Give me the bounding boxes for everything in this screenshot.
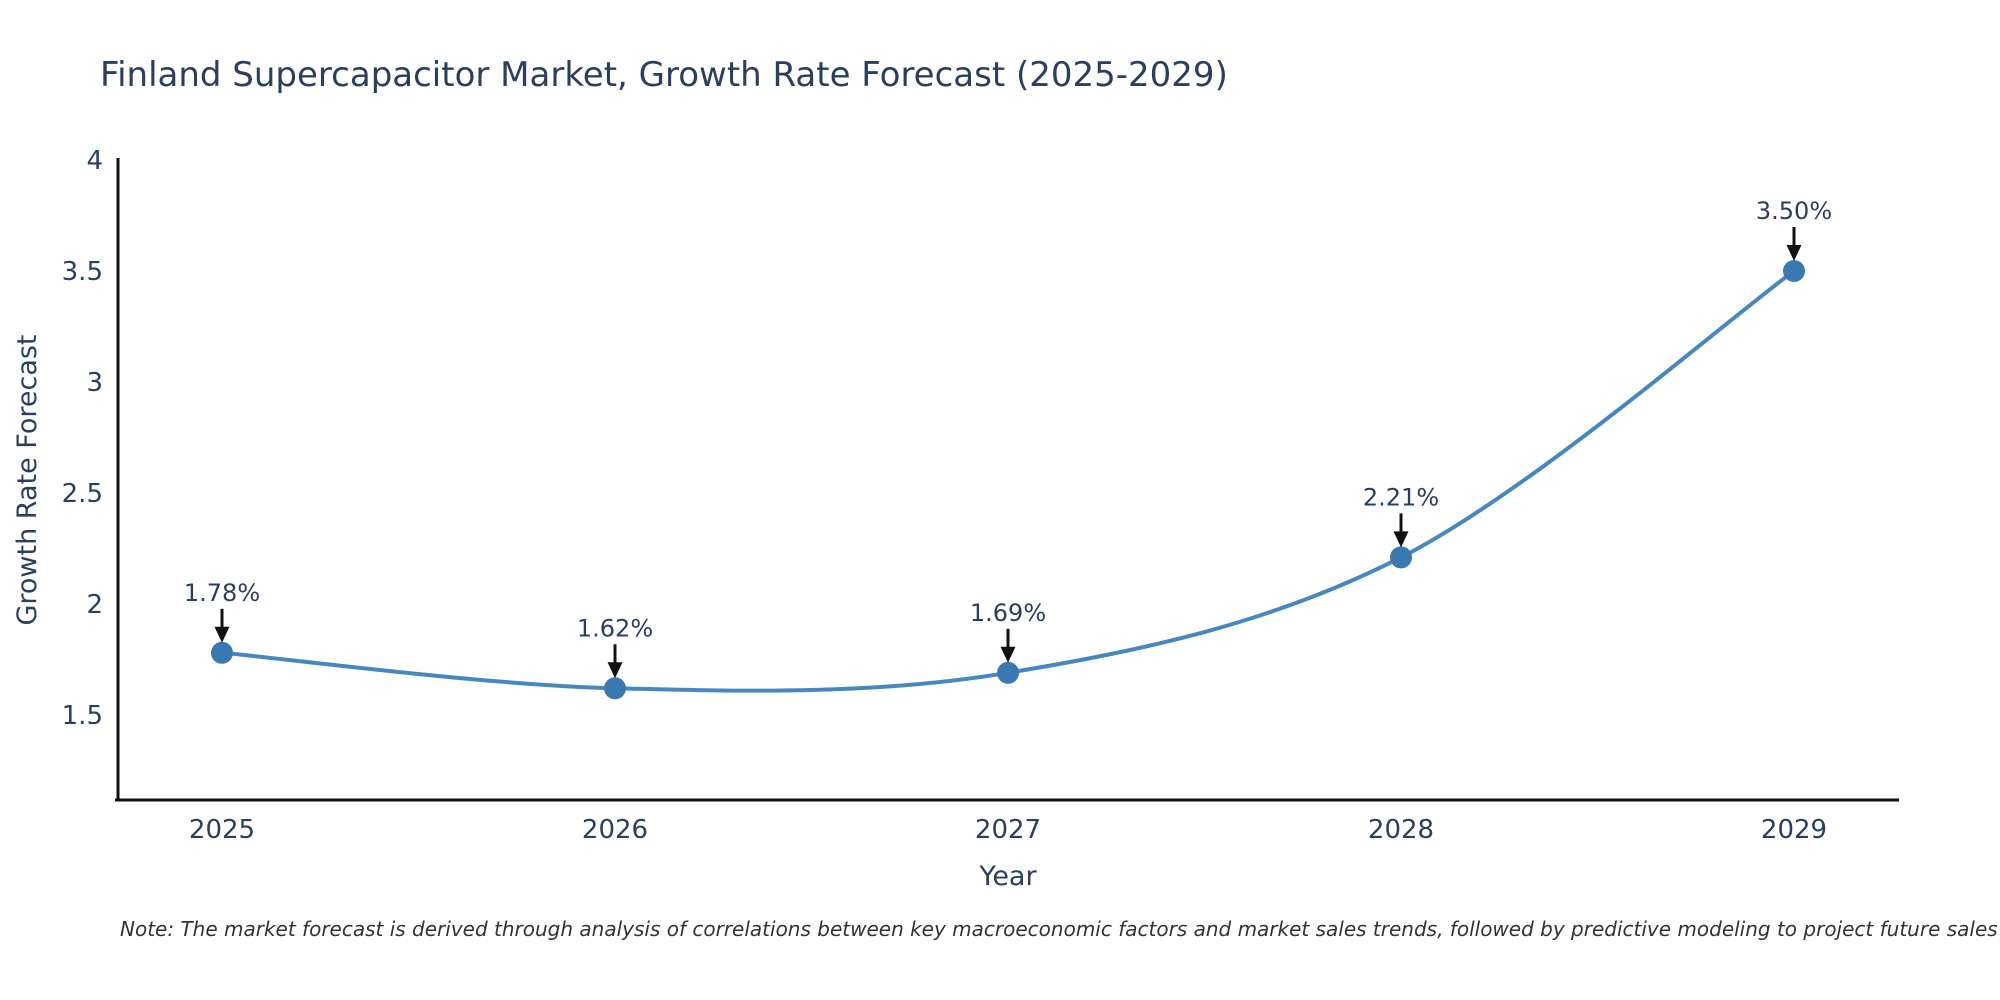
series-markers: [211, 260, 1805, 700]
annotation-arrowhead-icon: [1786, 245, 1802, 261]
x-tick-label: 2026: [582, 815, 648, 845]
series-line: [221, 269, 1796, 693]
data-point-marker: [1783, 260, 1805, 282]
x-tick-label: 2029: [1761, 815, 1827, 845]
x-axis-title: Year: [978, 861, 1037, 892]
x-tick-label: 2025: [189, 815, 255, 845]
annotation-arrowhead-icon: [1000, 646, 1016, 663]
y-axis-title: Growth Rate Forecast: [12, 334, 43, 625]
data-point-marker: [604, 677, 626, 700]
x-tick-label: 2028: [1368, 815, 1434, 845]
y-tick-label: 2.5: [62, 479, 103, 509]
data-point-marker: [997, 661, 1019, 684]
annotation-arrowhead-icon: [1393, 531, 1409, 548]
point-value-label: 3.50%: [1756, 197, 1832, 225]
data-point-marker: [211, 641, 233, 664]
point-value-label: 1.78%: [184, 579, 260, 607]
x-tick-label: 2027: [975, 815, 1041, 845]
data-point-marker: [1390, 546, 1412, 569]
annotation-arrowhead-icon: [214, 626, 230, 643]
chart-title: Finland Supercapacitor Market, Growth Ra…: [100, 55, 1228, 95]
y-tick-label: 3.5: [62, 257, 103, 287]
annotation-arrowhead-icon: [607, 662, 623, 679]
x-tick-labels: 2025 2026 2027 2028 2029: [189, 815, 1827, 845]
y-tick-label: 3: [86, 368, 103, 398]
point-value-label: 2.21%: [1363, 483, 1439, 511]
point-annotations: 1.78% 1.62% 1.69% 2.21% 3.50%: [184, 197, 1832, 679]
y-tick-labels: 1.5 2 2.5 3 3.5 4: [62, 146, 103, 731]
y-tick-label: 2: [86, 590, 103, 620]
point-value-label: 1.62%: [577, 614, 653, 642]
point-value-label: 1.69%: [970, 599, 1046, 627]
footnote: Note: The market forecast is derived thr…: [120, 917, 1998, 941]
y-tick-label: 1.5: [62, 701, 103, 731]
y-tick-label: 4: [86, 146, 103, 176]
